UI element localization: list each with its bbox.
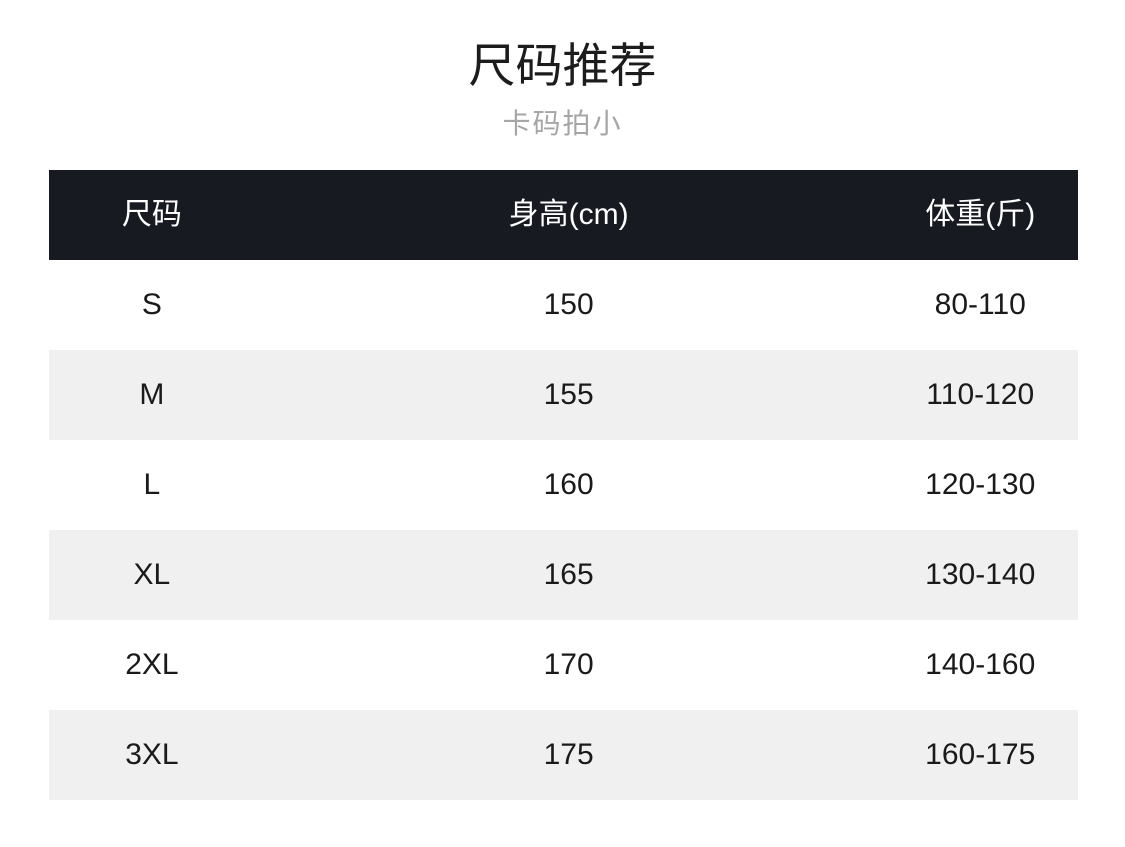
size-cell: 2XL bbox=[125, 648, 179, 681]
page-title: 尺码推荐 bbox=[468, 39, 657, 92]
height-cell: 165 bbox=[543, 558, 594, 591]
weight-cell: 120-130 bbox=[925, 468, 1036, 501]
table-row: M 155 110-120 bbox=[49, 350, 1078, 440]
table-row: L 160 120-130 bbox=[49, 440, 1078, 530]
weight-cell: 130-140 bbox=[925, 558, 1036, 591]
height-cell: 150 bbox=[543, 288, 594, 321]
height-cell: 170 bbox=[543, 648, 594, 681]
size-cell: 3XL bbox=[125, 738, 179, 771]
table-header-row: 尺码 身高(cm) 体重(斤) bbox=[49, 170, 1078, 260]
size-table: 尺码 身高(cm) 体重(斤) S 150 80-110 M 155 110-120 L 160 1… bbox=[49, 170, 1078, 800]
table-row: XL 165 130-140 bbox=[49, 530, 1078, 620]
height-cell: 155 bbox=[543, 378, 594, 411]
header-cell-0: 尺码 bbox=[121, 198, 182, 231]
table-row: S 150 80-110 bbox=[49, 260, 1078, 350]
size-cell: M bbox=[139, 378, 165, 411]
size-cell: S bbox=[141, 288, 162, 321]
weight-cell: 80-110 bbox=[934, 288, 1026, 321]
header-cell-2: 体重(斤) bbox=[925, 198, 1036, 231]
table-row: 2XL 170 140-160 bbox=[49, 620, 1078, 710]
table-body: S 150 80-110 M 155 110-120 L 160 120-130 XL 165 130… bbox=[49, 260, 1078, 800]
weight-cell: 110-120 bbox=[926, 378, 1035, 411]
height-cell: 175 bbox=[543, 738, 594, 771]
table-row: 3XL 175 160-175 bbox=[49, 710, 1078, 800]
height-cell: 160 bbox=[543, 468, 594, 501]
page-subtitle: 卡码拍小 bbox=[502, 108, 623, 139]
size-cell: L bbox=[143, 468, 161, 501]
weight-cell: 140-160 bbox=[925, 648, 1036, 681]
weight-cell: 160-175 bbox=[925, 738, 1036, 771]
header-cell-1: 身高(cm) bbox=[508, 198, 629, 231]
size-cell: XL bbox=[133, 558, 171, 591]
